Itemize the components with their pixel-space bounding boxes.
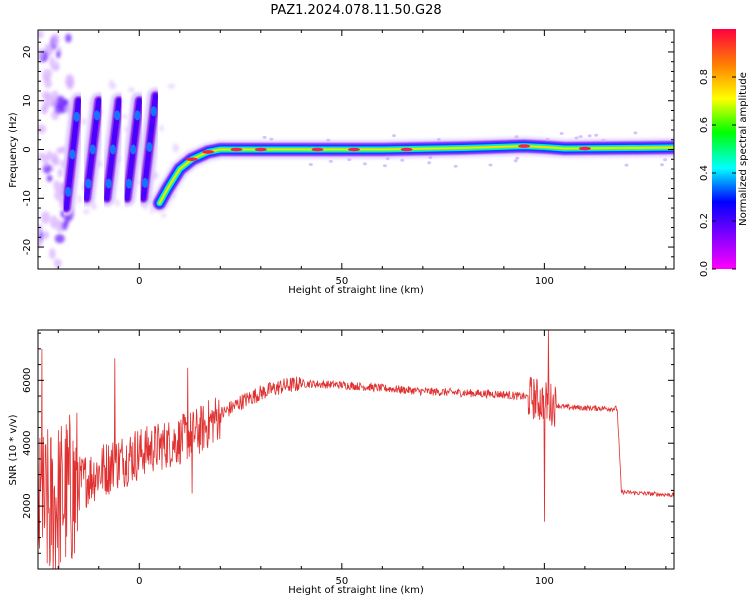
colorbar-tick-label: 0.0: [699, 261, 710, 277]
colorbar-label: Normalized spectral amplitude: [738, 72, 749, 226]
spectrogram-ytick-label: 20: [22, 46, 33, 59]
spectrogram-ylabel: Frequency (Hz): [8, 112, 19, 188]
snr-panel: 0 50 100 2000 4000 6000 Height of straight li…: [8, 329, 675, 596]
colorbar-tick-label: 0.6: [699, 117, 710, 133]
spectrogram-panel: 0 50 100 -20 -10 0 10 20 Height of straight lin…: [8, 29, 675, 296]
spectrogram-streak: [58, 92, 87, 217]
colorbar-tick-label: 0.2: [699, 213, 710, 229]
colorbar-gradient: [712, 29, 736, 269]
snr-line: [38, 330, 674, 569]
spectrogram-ridge: [150, 131, 674, 213]
spectrogram-xtick-label: 0: [136, 276, 142, 287]
colorbar-tick-label: 0.8: [699, 69, 710, 85]
spectrogram-ytick-label: 0: [22, 146, 33, 152]
figure-title: PAZ1.2024.078.11.50.G28: [270, 3, 441, 18]
snr-ytick-label: 6000: [22, 368, 33, 393]
snr-xtick-label: 50: [335, 576, 348, 587]
spectrogram-streak: [98, 92, 128, 207]
spectrogram-streak: [78, 92, 107, 207]
spectrogram-ytick-label: -20: [22, 239, 33, 255]
snr-xtick-label: 0: [136, 576, 142, 587]
snr-ytick-label: 2000: [22, 493, 33, 518]
spectrogram-streak: [119, 92, 148, 207]
snr-xlabel: Height of straight line (km): [288, 585, 424, 596]
snr-ytick-label: 4000: [22, 430, 33, 455]
spectrogram-streak: [135, 87, 164, 207]
snr-frame: [37, 329, 675, 570]
spectrogram-xtick-label: 100: [535, 276, 554, 287]
spectrogram-xtick-label: 50: [335, 276, 348, 287]
colorbar-tick-label: 0.4: [699, 165, 710, 181]
snr-ylabel: SNR (10 * v/v): [8, 414, 19, 485]
spectrogram-ytick-label: -10: [22, 190, 33, 206]
spectrogram-ytick-label: 10: [22, 94, 33, 107]
spectrogram-xlabel: Height of straight line (km): [288, 285, 424, 296]
snr-xtick-label: 100: [535, 576, 554, 587]
colorbar: 0.0 0.2 0.4 0.6 0.8 Normalized spectral ampl…: [699, 29, 749, 277]
